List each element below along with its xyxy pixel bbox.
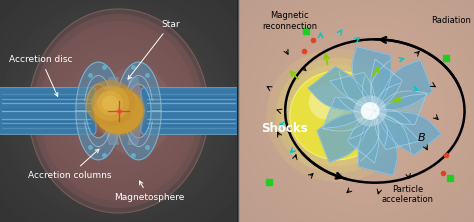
Circle shape bbox=[85, 80, 135, 127]
Polygon shape bbox=[353, 47, 391, 111]
Polygon shape bbox=[323, 97, 375, 129]
Polygon shape bbox=[329, 72, 375, 111]
Polygon shape bbox=[76, 62, 121, 111]
Text: Star: Star bbox=[128, 20, 180, 79]
Circle shape bbox=[89, 83, 148, 139]
Circle shape bbox=[309, 84, 346, 120]
Circle shape bbox=[91, 85, 146, 137]
Polygon shape bbox=[358, 111, 397, 175]
FancyBboxPatch shape bbox=[0, 88, 96, 134]
Circle shape bbox=[276, 58, 399, 173]
Text: Particle
acceleration: Particle acceleration bbox=[382, 185, 434, 204]
Circle shape bbox=[354, 95, 387, 127]
Polygon shape bbox=[347, 111, 379, 163]
Polygon shape bbox=[76, 111, 121, 160]
Ellipse shape bbox=[39, 21, 198, 201]
Text: Radiation: Radiation bbox=[431, 16, 471, 25]
Text: B: B bbox=[417, 133, 425, 143]
Circle shape bbox=[91, 85, 129, 121]
Polygon shape bbox=[128, 111, 145, 144]
Circle shape bbox=[97, 91, 123, 115]
Polygon shape bbox=[116, 111, 161, 160]
Polygon shape bbox=[375, 60, 433, 111]
Ellipse shape bbox=[28, 9, 209, 213]
Circle shape bbox=[361, 102, 380, 120]
Polygon shape bbox=[128, 78, 145, 111]
Text: Accretion columns: Accretion columns bbox=[28, 149, 112, 180]
Circle shape bbox=[94, 88, 143, 134]
FancyBboxPatch shape bbox=[141, 88, 241, 134]
Circle shape bbox=[290, 71, 384, 160]
Polygon shape bbox=[375, 111, 441, 155]
Polygon shape bbox=[375, 93, 427, 125]
Polygon shape bbox=[116, 62, 161, 111]
Circle shape bbox=[102, 95, 118, 111]
Ellipse shape bbox=[97, 67, 173, 155]
Text: Magnetosphere: Magnetosphere bbox=[114, 181, 184, 202]
Text: Shocks: Shocks bbox=[262, 122, 308, 135]
Text: Magnetic
reconnection: Magnetic reconnection bbox=[262, 11, 318, 30]
Polygon shape bbox=[308, 67, 375, 111]
Polygon shape bbox=[374, 111, 420, 150]
Polygon shape bbox=[102, 111, 118, 144]
Polygon shape bbox=[371, 59, 402, 111]
Text: Accretion disc: Accretion disc bbox=[9, 55, 73, 96]
Polygon shape bbox=[317, 111, 375, 162]
Circle shape bbox=[266, 49, 408, 182]
Circle shape bbox=[283, 64, 392, 166]
Ellipse shape bbox=[33, 14, 204, 208]
Polygon shape bbox=[102, 78, 118, 111]
